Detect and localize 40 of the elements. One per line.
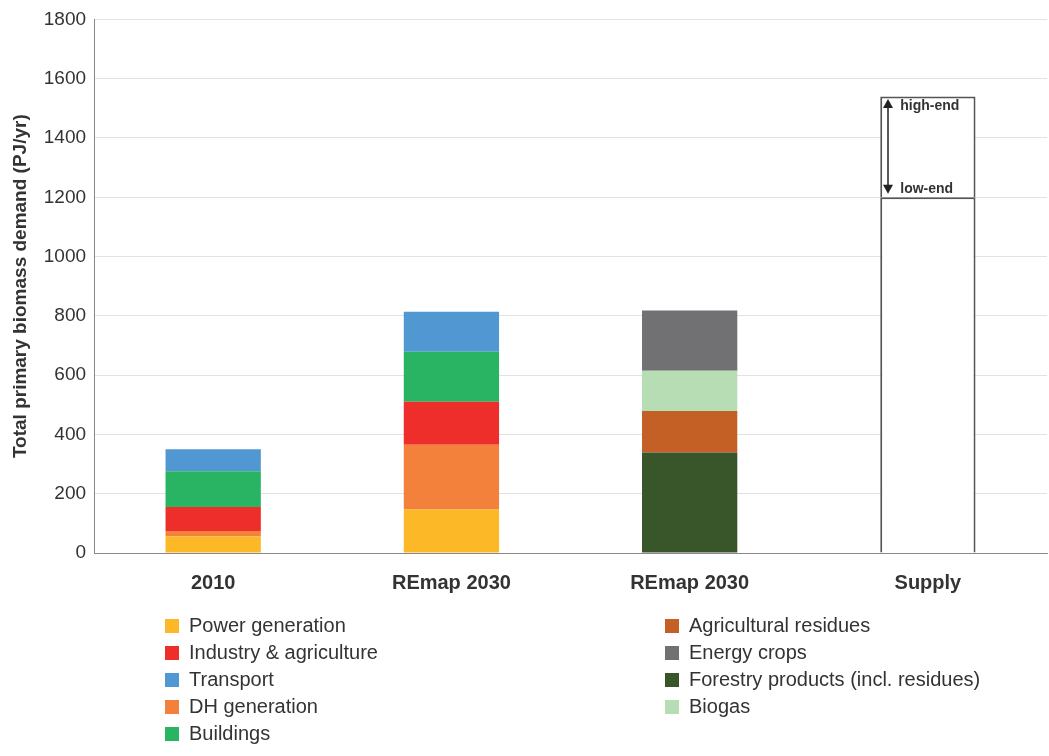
annotation: high-end [900,97,960,114]
bar [403,509,500,553]
bar [165,471,261,508]
y-axis-title: Total primary biomass demand (PJ/yr) [8,114,30,459]
x-tick-label: REmap 2030 [630,570,750,593]
legend-label: Forestry products (incl. residues) [689,668,981,691]
legend-label: Energy crops [689,641,807,664]
y-tick-label: 1800 [43,7,87,29]
bar [165,531,261,537]
bar [403,444,500,510]
y-tick-label: 600 [54,363,87,385]
y-tick-label: 800 [54,304,87,326]
x-tick-label: 2010 [190,570,236,593]
legend-label: Agricultural residues [689,614,871,637]
bar [403,401,500,445]
bar [642,310,738,371]
y-tick-label: 1200 [43,185,87,207]
bar [165,536,261,553]
legend-label: DH generation [189,695,318,718]
y-tick-label: 1000 [43,244,87,266]
legend-label: Buildings [189,722,271,745]
bar [165,507,261,532]
bar [403,351,500,402]
x-tick-label: Supply [894,570,963,593]
bar [642,370,738,411]
bar [642,452,738,553]
y-tick-label: 0 [75,541,87,563]
y-tick-label: 200 [54,481,87,503]
bar [403,311,500,352]
y-tick-label: 400 [54,422,87,444]
bar [642,411,738,453]
legend-label: Biogas [689,695,751,718]
bar [165,449,261,472]
legend-label: Transport [189,668,274,691]
legend-label: Industry & agriculture [189,641,378,664]
legend-label: Power generation [189,614,346,637]
annotation: low-end [900,180,954,197]
x-tick-label: REmap 2030 [391,570,511,593]
y-tick-label: 1600 [43,66,87,88]
y-tick-label: 1400 [43,126,87,148]
